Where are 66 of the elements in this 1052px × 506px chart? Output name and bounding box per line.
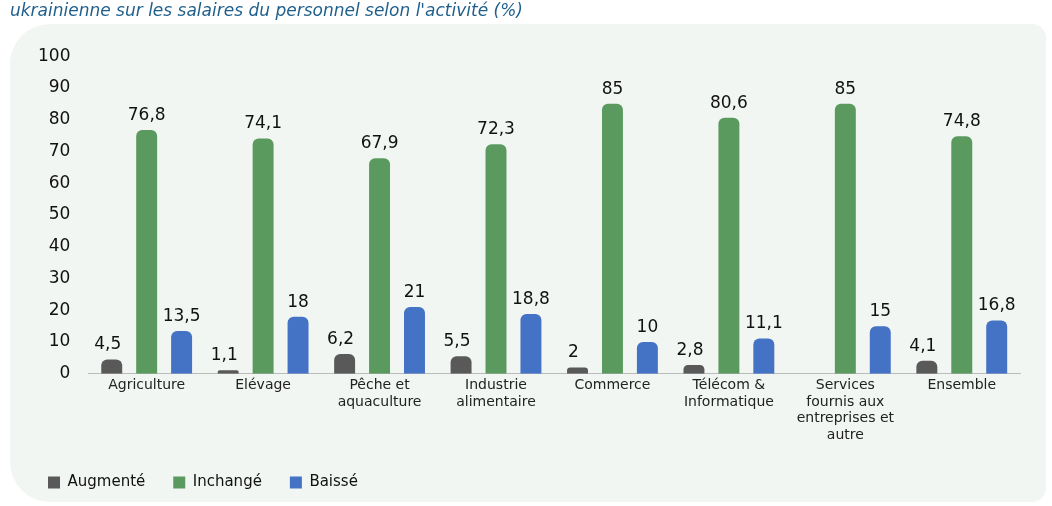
data-label: 80,6	[709, 91, 748, 112]
bar	[636, 342, 658, 374]
x-tick-label: Agriculture	[108, 375, 186, 392]
legend-label: Inchangé	[192, 472, 262, 491]
data-label: 18	[287, 290, 309, 311]
data-label: 10	[636, 315, 659, 336]
data-label: 11,1	[744, 312, 783, 333]
y-tick-label: 60	[48, 171, 71, 192]
data-label: 16,8	[977, 294, 1016, 315]
legend-label: Baissé	[309, 472, 358, 491]
y-tick-label: 50	[48, 203, 71, 224]
data-label: 2	[568, 341, 579, 362]
data-label: 1,1	[210, 344, 238, 365]
bar	[101, 359, 123, 374]
data-label: 67,9	[360, 132, 399, 153]
bar	[404, 307, 425, 374]
y-tick-label: 40	[48, 235, 71, 256]
bar	[334, 354, 356, 374]
data-label: 74,1	[244, 112, 283, 133]
data-label: 76,8	[127, 103, 166, 124]
bar	[287, 316, 309, 374]
data-label: 4,1	[909, 334, 937, 355]
data-label: 4,5	[94, 333, 122, 354]
bar	[171, 330, 193, 374]
bar	[567, 367, 588, 374]
y-tick-label: 20	[48, 298, 71, 319]
data-label: 72,3	[477, 118, 515, 139]
data-label: 21	[403, 281, 426, 302]
data-label: 85	[834, 77, 857, 98]
y-tick-label: 0	[59, 362, 71, 383]
data-label: 6,2	[327, 328, 355, 349]
bar	[951, 136, 973, 374]
x-tick-label: Industrie alimentaire	[456, 375, 536, 409]
y-tick-label: 10	[48, 330, 71, 351]
data-label: 18,8	[512, 288, 550, 309]
x-tick-label: Elévage	[235, 375, 291, 392]
legend-label: Augmenté	[67, 472, 146, 491]
data-label: 13,5	[162, 304, 201, 325]
bar	[718, 117, 740, 374]
bar	[252, 138, 274, 374]
bar	[485, 144, 507, 374]
x-tick-label: Ensemble	[927, 375, 997, 392]
data-label: 74,8	[942, 110, 981, 131]
x-tick-label: Commerce	[574, 375, 651, 392]
x-tick-label: Pêche et aquaculture	[337, 375, 422, 409]
bar	[450, 356, 472, 374]
chart-title: ukrainienne sur les salaires du personnel selon l'activité (%)	[10, 0, 523, 20]
bar	[986, 320, 1008, 374]
bar	[869, 326, 891, 374]
x-tick-label: Télécom & Informatique	[683, 375, 774, 409]
y-tick-label: 70	[48, 139, 71, 160]
bar	[601, 103, 623, 374]
bar	[136, 129, 158, 374]
data-label: 85	[601, 77, 624, 98]
y-tick-label: 80	[48, 108, 71, 129]
y-tick-label: 100	[37, 44, 71, 65]
bar	[834, 103, 856, 374]
y-tick-label: 30	[48, 266, 71, 287]
x-tick-label: Services fournis aux entreprises et autre	[796, 375, 895, 443]
data-label: 5,5	[443, 330, 471, 351]
data-label: 15	[869, 300, 892, 321]
bar	[369, 158, 391, 374]
bar	[520, 314, 542, 374]
bar	[753, 338, 775, 374]
y-tick-label: 90	[48, 76, 71, 97]
data-label: 2,8	[676, 338, 704, 359]
